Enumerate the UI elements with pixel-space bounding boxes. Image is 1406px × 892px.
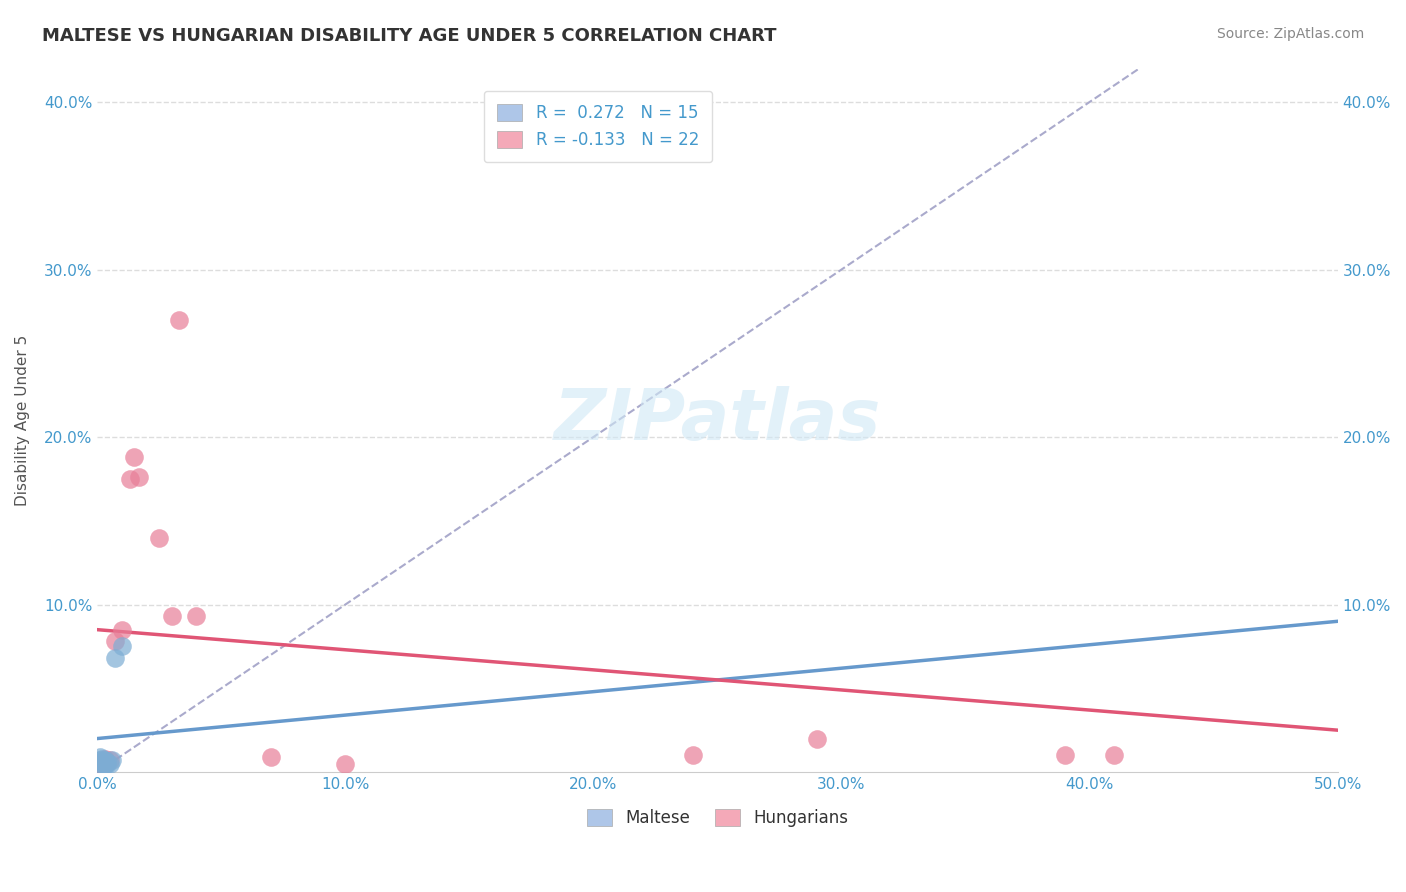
- Point: [124, 450, 146, 464]
- Point: [96, 755, 118, 769]
- Point: [96, 755, 118, 769]
- Point: [89, 753, 111, 767]
- Point: [806, 731, 828, 746]
- Point: [89, 750, 111, 764]
- Point: [91, 755, 114, 769]
- Point: [96, 756, 118, 771]
- Point: [93, 756, 115, 771]
- Text: ZIPatlas: ZIPatlas: [554, 385, 882, 455]
- Point: [335, 756, 357, 771]
- Point: [111, 640, 134, 654]
- Text: Source: ZipAtlas.com: Source: ZipAtlas.com: [1216, 27, 1364, 41]
- Point: [89, 756, 111, 771]
- Point: [91, 756, 114, 771]
- Point: [91, 752, 114, 766]
- Point: [148, 531, 170, 545]
- Point: [186, 609, 208, 624]
- Legend: Maltese, Hungarians: Maltese, Hungarians: [581, 803, 855, 834]
- Point: [101, 753, 124, 767]
- Point: [682, 748, 704, 763]
- Point: [93, 753, 115, 767]
- Point: [93, 758, 115, 772]
- Point: [111, 623, 134, 637]
- Y-axis label: Disability Age Under 5: Disability Age Under 5: [15, 334, 30, 506]
- Point: [93, 752, 115, 766]
- Point: [1053, 748, 1076, 763]
- Point: [118, 472, 141, 486]
- Point: [89, 756, 111, 771]
- Point: [89, 758, 111, 772]
- Point: [1104, 748, 1126, 763]
- Point: [98, 756, 121, 771]
- Point: [260, 750, 283, 764]
- Point: [167, 312, 190, 326]
- Point: [98, 753, 121, 767]
- Point: [128, 470, 150, 484]
- Text: MALTESE VS HUNGARIAN DISABILITY AGE UNDER 5 CORRELATION CHART: MALTESE VS HUNGARIAN DISABILITY AGE UNDE…: [42, 27, 776, 45]
- Point: [160, 609, 183, 624]
- Point: [104, 634, 127, 648]
- Point: [91, 756, 114, 771]
- Point: [93, 756, 115, 771]
- Point: [104, 651, 127, 665]
